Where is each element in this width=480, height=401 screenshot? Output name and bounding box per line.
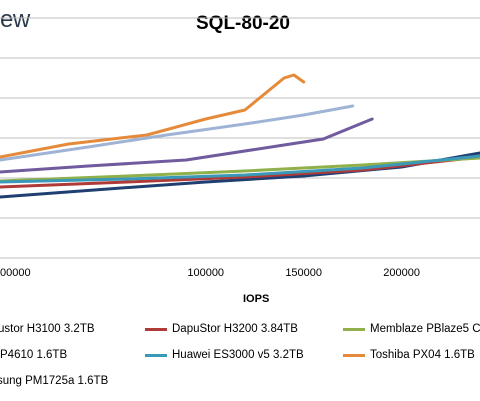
x-tick-label-1: 100000: [187, 267, 224, 279]
series-line-4: [0, 117, 374, 174]
x-axis-title: IOPS: [243, 293, 270, 305]
x-tick-label-0: 00000: [0, 267, 31, 279]
series-line-7: [0, 104, 355, 162]
x-tick-label-3: 200000: [383, 267, 420, 279]
brand-logo-text: ew: [0, 6, 30, 33]
series-line-5: [0, 154, 480, 184]
series-line-2: [0, 155, 480, 189]
series-line-6: [0, 73, 306, 159]
x-tick-label-2: 150000: [285, 267, 322, 279]
